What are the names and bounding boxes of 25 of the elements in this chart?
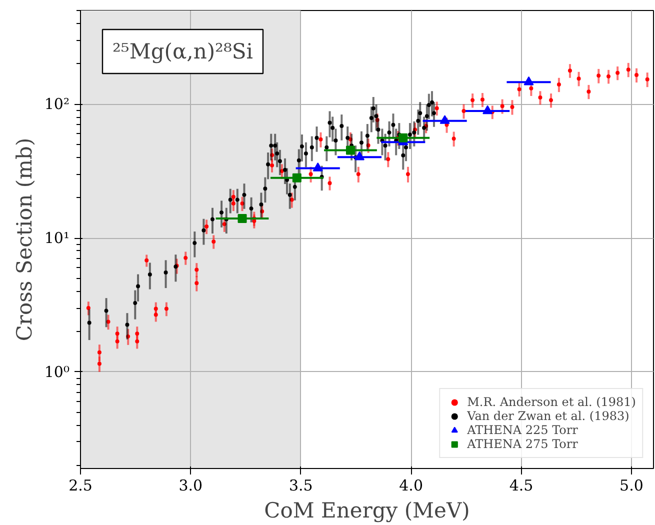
legend-label: ATHENA 225 Torr [467,423,578,437]
x-axis-title: CoM Energy (MeV) [264,498,470,522]
legend-label: ATHENA 275 Torr [467,437,578,451]
point [398,133,408,142]
point [312,162,323,172]
y-tick-label: 10¹ [44,229,70,248]
x-tick-label: 2.5 [68,476,92,494]
point [440,115,450,124]
x-tick-label: 4.0 [399,476,424,494]
legend-label: Van der Zwan et al. (1983) [467,409,630,423]
y-tick-label: 10⁰ [44,362,70,381]
point [482,105,493,114]
annotation: ²⁵Mg(α,n)²⁸Si [112,40,254,64]
x-tick-label: 5.0 [620,476,644,494]
x-tick-label: 3.5 [288,476,313,494]
point [346,146,355,155]
point [238,214,247,223]
point [524,76,534,86]
y-tick-label: 10² [44,95,70,114]
point [354,151,365,160]
x-tick-label: 3.0 [178,476,203,494]
y-axis-title: Cross Section (mb) [12,138,36,342]
x-tick-label: 4.5 [509,476,534,494]
point [292,173,302,182]
legend-label: M.R. Anderson et al. (1981) [467,395,636,409]
